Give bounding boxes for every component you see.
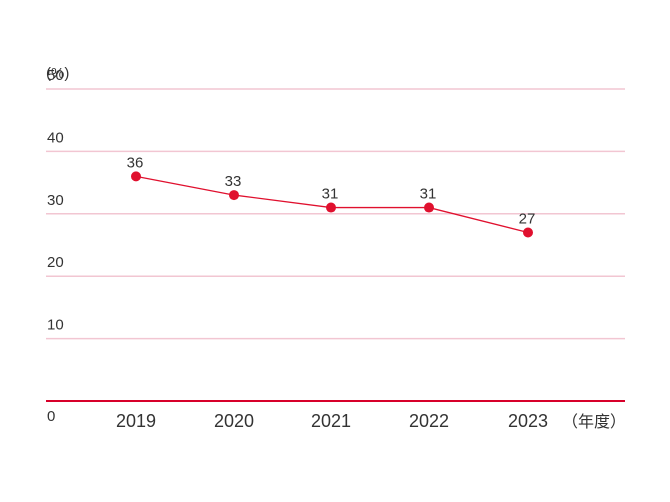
x-tick-label: 2021 <box>311 411 351 431</box>
data-points <box>131 171 533 238</box>
data-labels: 36 33 31 31 27 <box>127 154 536 227</box>
data-point <box>326 202 336 213</box>
data-point <box>523 227 533 238</box>
y-tick-label: 10 <box>47 317 64 334</box>
data-label: 33 <box>225 173 242 190</box>
y-tick-label: 40 <box>47 129 64 146</box>
y-axis-unit-label: (%) <box>46 65 69 82</box>
y-tick-label: 30 <box>47 192 64 209</box>
grid-lines <box>46 88 625 402</box>
y-axis-ticks: 0 10 20 30 40 50 <box>47 67 64 425</box>
data-label: 36 <box>127 154 144 171</box>
x-axis-ticks: 2019 2020 2021 2022 2023 <box>116 411 548 431</box>
y-tick-label: 50 <box>47 67 64 84</box>
data-label: 27 <box>519 211 536 228</box>
data-point <box>229 190 239 201</box>
x-tick-label: 2019 <box>116 411 156 431</box>
x-tick-label: 2020 <box>214 411 254 431</box>
data-label: 31 <box>420 186 437 203</box>
y-tick-label: 20 <box>47 254 64 271</box>
x-axis-unit-label: （年度） <box>562 413 626 431</box>
data-point <box>131 171 141 182</box>
x-tick-label: 2023 <box>508 411 548 431</box>
y-tick-label: 0 <box>47 408 55 425</box>
data-point <box>424 202 434 213</box>
x-tick-label: 2022 <box>409 411 449 431</box>
data-label: 31 <box>322 186 339 203</box>
